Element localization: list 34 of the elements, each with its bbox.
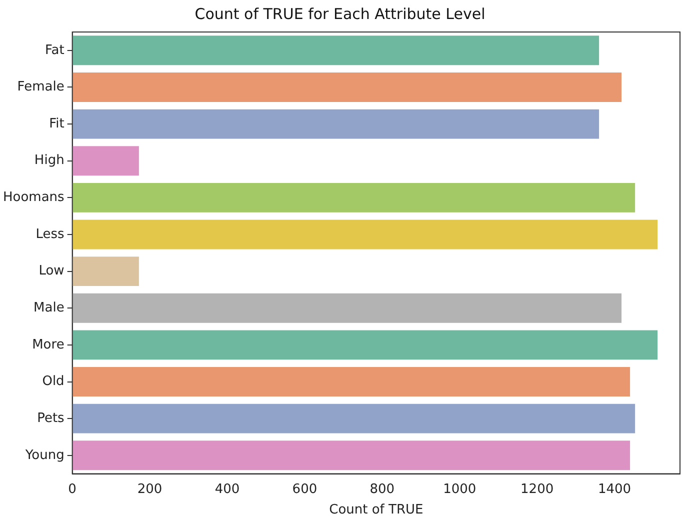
x-tick-label: 400 xyxy=(214,482,240,497)
bar xyxy=(72,220,658,250)
x-tick-label: 800 xyxy=(370,482,395,497)
bar xyxy=(72,330,658,360)
bar xyxy=(72,367,630,396)
y-tick-label: Female xyxy=(17,80,64,95)
bar xyxy=(72,109,600,139)
bar xyxy=(72,293,622,323)
bar xyxy=(72,36,600,66)
bar xyxy=(72,146,139,176)
bar xyxy=(72,256,139,286)
y-tick-label: Fat xyxy=(44,42,64,58)
x-tick-label: 1200 xyxy=(520,482,554,497)
bar xyxy=(72,404,636,434)
x-tick-label: 1400 xyxy=(598,482,632,497)
x-tick-label: 200 xyxy=(137,482,162,497)
bar xyxy=(72,182,636,212)
x-tick-label: 1000 xyxy=(443,482,476,497)
y-tick-label: Less xyxy=(36,226,65,242)
x-tick-label: 600 xyxy=(292,482,318,497)
x-axis-title: Count of TRUE xyxy=(329,502,424,518)
chart-title: Count of TRUE for Each Attribute Level xyxy=(194,4,486,23)
bar xyxy=(72,72,622,102)
y-tick-label: Hoomans xyxy=(2,190,65,206)
x-tick-label: 0 xyxy=(68,482,76,497)
y-tick-label: Young xyxy=(24,448,64,463)
y-tick-label: Low xyxy=(38,264,65,279)
y-tick-label: Male xyxy=(34,300,64,316)
y-tick-label: More xyxy=(32,337,64,352)
y-tick-label: Fit xyxy=(49,116,64,132)
y-tick-label: High xyxy=(34,153,64,168)
bar xyxy=(72,440,630,470)
y-tick-label: Old xyxy=(42,374,64,390)
y-tick-label: Pets xyxy=(37,410,65,426)
